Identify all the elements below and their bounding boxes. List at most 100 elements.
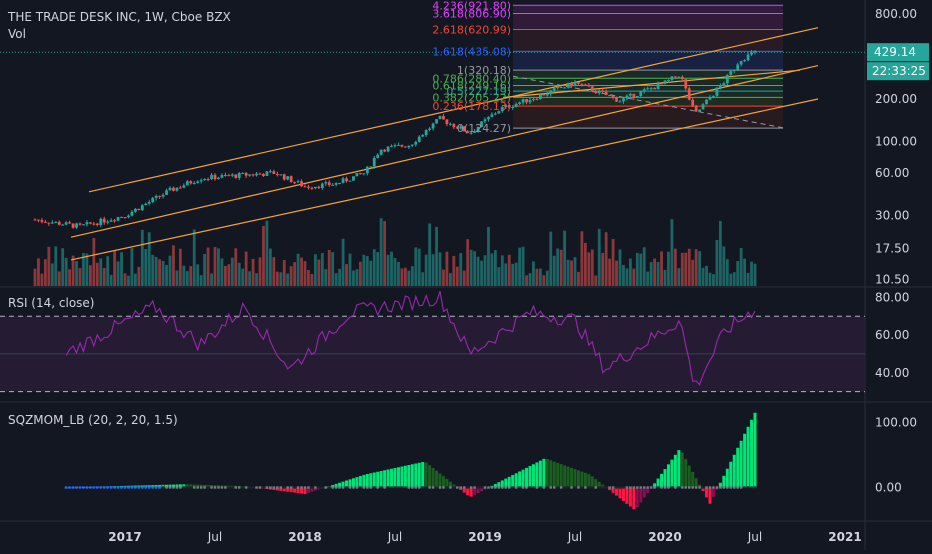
momentum-bar bbox=[407, 465, 411, 488]
squeeze-dot bbox=[469, 486, 473, 489]
volume-bar bbox=[483, 255, 487, 286]
candle-body bbox=[684, 79, 688, 89]
squeeze-dot bbox=[435, 486, 438, 489]
volume-bar bbox=[275, 271, 279, 286]
candle-body bbox=[137, 208, 141, 211]
squeeze-dot bbox=[362, 486, 366, 489]
fib-level-label: 0(124.27) bbox=[457, 122, 511, 135]
candle-body bbox=[497, 111, 501, 114]
squeeze-dot bbox=[186, 486, 189, 489]
candle-body bbox=[552, 88, 556, 91]
candle-body bbox=[262, 173, 265, 176]
squeeze-dot bbox=[511, 486, 514, 489]
volume-bar bbox=[556, 248, 560, 286]
candle-body bbox=[532, 98, 535, 101]
momentum-bar bbox=[729, 461, 733, 488]
candle-body bbox=[43, 221, 47, 223]
volume-bar bbox=[372, 249, 376, 286]
squeeze-dot bbox=[113, 486, 116, 489]
squeeze-dot bbox=[528, 486, 532, 489]
candle-body bbox=[421, 135, 425, 137]
candle-body bbox=[210, 174, 213, 180]
squeeze-dot bbox=[563, 486, 566, 489]
candle-body bbox=[622, 98, 625, 102]
squeeze-dot bbox=[314, 486, 317, 489]
price-axis-tick: 10.50 bbox=[875, 273, 909, 287]
squeeze-dot bbox=[265, 486, 269, 489]
candle-body bbox=[701, 104, 705, 110]
momentum-bar bbox=[390, 468, 394, 488]
squeeze-dot bbox=[189, 486, 192, 489]
momentum-bar bbox=[597, 481, 601, 488]
squeeze-dot bbox=[504, 486, 507, 489]
candle-body bbox=[663, 80, 667, 84]
momentum-bar bbox=[452, 484, 456, 488]
fib-level-label: 4.236(921.80) bbox=[432, 0, 511, 12]
candle-body bbox=[54, 221, 58, 223]
candle-body bbox=[570, 82, 573, 87]
candle-body bbox=[161, 194, 165, 197]
volume-bar bbox=[663, 269, 667, 286]
candle-body bbox=[158, 195, 162, 197]
candle-body bbox=[268, 171, 272, 173]
momentum-bar bbox=[289, 487, 293, 493]
volume-bar bbox=[262, 225, 265, 286]
volume-bar bbox=[144, 249, 148, 286]
candle-body bbox=[507, 105, 511, 108]
candle-body bbox=[722, 83, 726, 86]
volume-bar bbox=[383, 221, 387, 286]
volume-bar bbox=[459, 253, 463, 286]
time-axis-label: 2020 bbox=[648, 530, 681, 544]
squeeze-dot bbox=[708, 486, 712, 489]
candle-body bbox=[538, 94, 542, 100]
squeeze-dot bbox=[161, 486, 165, 489]
volume-bar bbox=[120, 252, 123, 286]
volume-bar bbox=[514, 262, 518, 286]
momentum-bar bbox=[417, 462, 421, 488]
candle-body bbox=[528, 100, 532, 103]
volume-bar bbox=[677, 268, 681, 286]
volume-bar bbox=[223, 265, 227, 286]
candle-body bbox=[677, 76, 681, 78]
volume-bar bbox=[673, 248, 677, 286]
volume-bar bbox=[123, 273, 127, 286]
volume-bar bbox=[217, 248, 220, 286]
squeeze-dot bbox=[134, 486, 137, 489]
momentum-bar bbox=[711, 487, 715, 497]
candle-body bbox=[88, 222, 92, 224]
candle-body bbox=[639, 91, 643, 96]
volume-bar bbox=[442, 269, 445, 286]
candle-body bbox=[428, 128, 432, 130]
volume-bar bbox=[407, 270, 411, 286]
squeeze-dot bbox=[722, 486, 726, 489]
candle-body bbox=[566, 82, 570, 88]
candle-body bbox=[223, 174, 227, 176]
volume-bar bbox=[210, 273, 213, 286]
candle-body bbox=[573, 82, 577, 87]
candle-body bbox=[750, 52, 753, 55]
candle-body bbox=[317, 186, 321, 189]
volume-bar bbox=[521, 246, 525, 286]
volume-bar bbox=[106, 256, 110, 286]
volume-bar bbox=[511, 263, 515, 286]
volume-bar bbox=[743, 258, 747, 286]
candle-body bbox=[521, 98, 525, 103]
momentum-bar bbox=[282, 487, 286, 492]
volume-bar bbox=[64, 257, 68, 286]
momentum-bar bbox=[615, 487, 619, 496]
volume-bar bbox=[622, 264, 625, 286]
momentum-bar bbox=[739, 440, 743, 488]
volume-bar bbox=[397, 261, 400, 286]
momentum-bar bbox=[673, 454, 677, 488]
candle-body bbox=[192, 182, 196, 184]
candle-body bbox=[438, 116, 442, 120]
momentum-bar bbox=[521, 469, 525, 488]
squeeze-dot bbox=[421, 486, 424, 489]
squeeze-dot bbox=[338, 486, 341, 489]
volume-bar bbox=[102, 268, 106, 286]
squeeze-dot bbox=[753, 486, 757, 489]
momentum-bar bbox=[473, 487, 477, 495]
squeeze-dot bbox=[151, 486, 154, 489]
volume-bar bbox=[559, 249, 563, 286]
